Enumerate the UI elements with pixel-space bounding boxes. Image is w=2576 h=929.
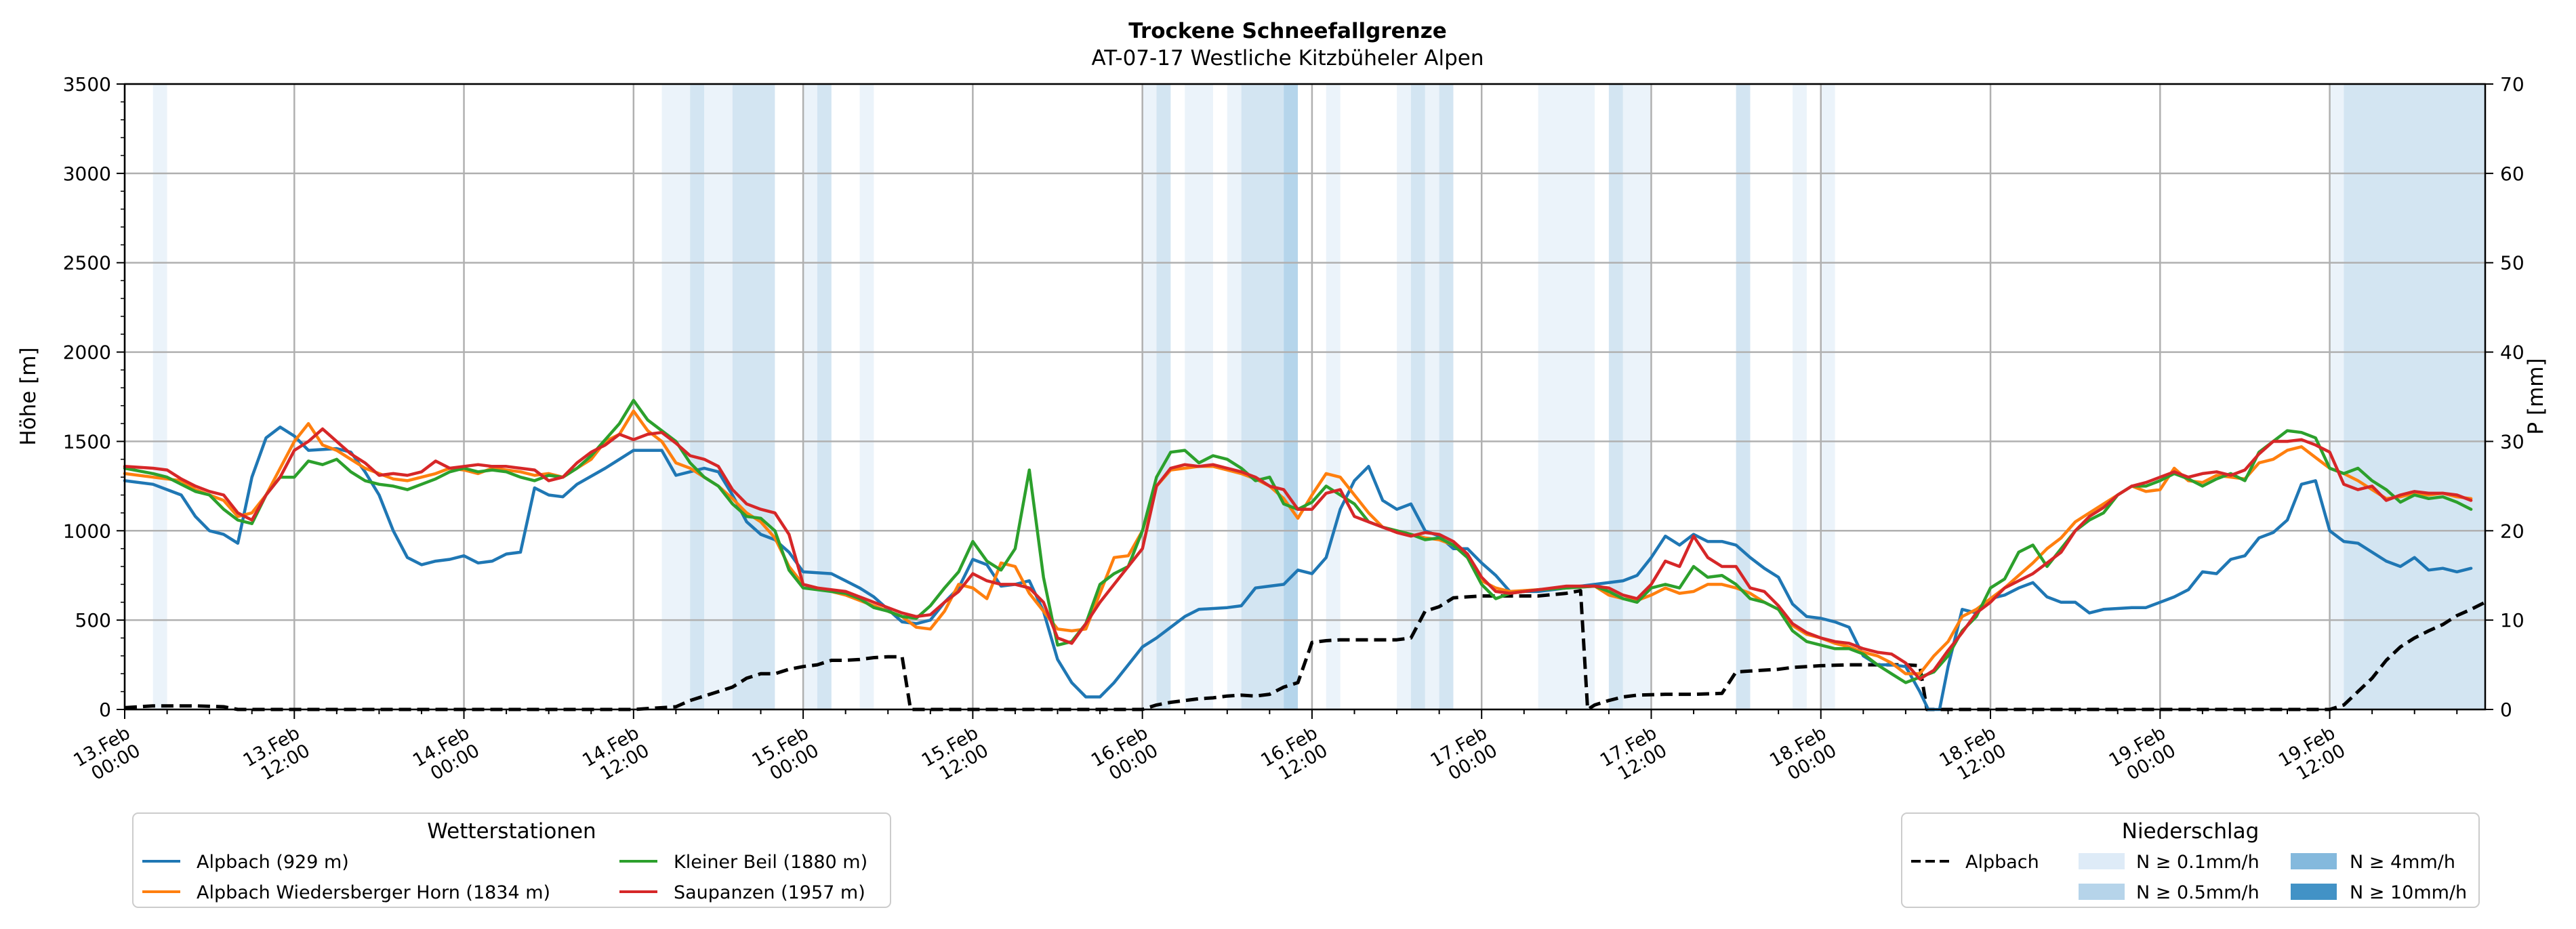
precip-band <box>803 84 817 709</box>
precip-band <box>1241 84 1284 709</box>
precip-band <box>704 84 733 709</box>
y2-tick-label: 10 <box>2500 609 2524 632</box>
precip-band <box>152 84 167 709</box>
legend-label-wiedersberger-horn: Alpbach Wiedersberger Horn (1834 m) <box>197 882 550 903</box>
precip-band <box>1622 84 1652 709</box>
y2-tick-label: 70 <box>2500 73 2524 96</box>
y2-tick-label: 40 <box>2500 342 2524 364</box>
precip-band <box>1736 84 1751 709</box>
precip-band <box>1793 84 1807 709</box>
y-tick-label: 500 <box>75 609 111 632</box>
legend-swatch-n-10 <box>2291 884 2337 900</box>
precip-band <box>1410 84 1425 709</box>
stations-legend-frame <box>132 812 891 908</box>
precip-band <box>2329 84 2344 709</box>
series-line-alpbach-wiedersberger-horn-1834-m <box>123 409 2473 676</box>
precip-band <box>1820 84 1835 709</box>
y-tick-label: 3000 <box>63 163 111 185</box>
precip-band <box>1227 84 1242 709</box>
chart-subtitle: AT-07-17 Westliche Kitzbüheler Alpen <box>1092 46 1484 70</box>
legend-label-alpbach-precip: Alpbach <box>1965 852 2039 873</box>
precip-band <box>690 84 705 709</box>
legend-label-n-4: N ≥ 4mm/h <box>2350 852 2455 873</box>
precip-band <box>661 84 691 709</box>
legend-label-n-10: N ≥ 10mm/h <box>2350 882 2467 903</box>
legend-swatch-n-0-5 <box>2079 884 2125 900</box>
legend-label-saupanzen: Saupanzen (1957 m) <box>674 882 865 903</box>
y-tick-label: 2500 <box>63 252 111 274</box>
legend-label-n-0-5: N ≥ 0.5mm/h <box>2136 882 2260 903</box>
precip-band <box>732 84 775 709</box>
x-tick-label: 18.Feb00:00 <box>1766 722 1840 789</box>
precip-band <box>1326 84 1341 709</box>
stations-legend-title: Wetterstationen <box>427 819 596 844</box>
y-tick-label: 2000 <box>63 342 111 364</box>
precip-band <box>1425 84 1439 709</box>
y-tick-label: 1500 <box>63 430 111 453</box>
chart-title: Trockene Schneefallgrenze <box>1128 19 1447 43</box>
legend-swatch-n-0-1 <box>2079 853 2125 869</box>
precipitation-bands <box>152 84 2485 709</box>
precip-band <box>1284 84 1299 709</box>
series-line-alpbach-929-m <box>123 426 2473 711</box>
precip-band <box>1439 84 1454 709</box>
y2-tick-label: 60 <box>2500 163 2524 185</box>
legend-label-n-0-1: N ≥ 0.1mm/h <box>2136 852 2260 873</box>
y2-tick-label: 20 <box>2500 520 2524 542</box>
y-tick-label: 3500 <box>63 73 111 96</box>
station-series-layer <box>123 398 2473 711</box>
precip-band <box>1185 84 1213 709</box>
precip-band <box>817 84 832 709</box>
y-tick-label: 0 <box>99 699 111 721</box>
series-line-kleiner-beil-1880-m <box>123 398 2473 684</box>
y2-axis-label: P [mm] <box>2524 358 2548 434</box>
precip-band <box>1538 84 1595 709</box>
y2-tick-label: 50 <box>2500 252 2524 274</box>
series-line-saupanzen-1957-m <box>123 427 2473 681</box>
precip-band <box>1156 84 1171 709</box>
precip-band <box>1397 84 1411 709</box>
precip-band <box>2344 84 2485 709</box>
y-tick-label: 1000 <box>63 520 111 542</box>
y2-tick-label: 30 <box>2500 430 2524 453</box>
y-axis-label: Höhe [m] <box>16 347 41 445</box>
y2-tick-label: 0 <box>2500 699 2512 721</box>
precipitation-legend: Niederschlag Alpbach N ≥ 0.1mm/h N ≥ 0.5… <box>1901 812 2480 908</box>
legend-swatch-n-4 <box>2291 853 2337 869</box>
stations-legend: Wetterstationen Alpbach (929 m) Alpbach … <box>132 812 891 908</box>
precip-band <box>859 84 874 709</box>
plot-frame <box>123 83 2487 711</box>
precipitation-legend-title: Niederschlag <box>2122 819 2260 844</box>
legend-label-kleiner-beil: Kleiner Beil (1880 m) <box>674 852 867 873</box>
legend-label-alpbach: Alpbach (929 m) <box>197 852 349 873</box>
precip-band <box>1142 84 1157 709</box>
precip-band <box>1608 84 1623 709</box>
